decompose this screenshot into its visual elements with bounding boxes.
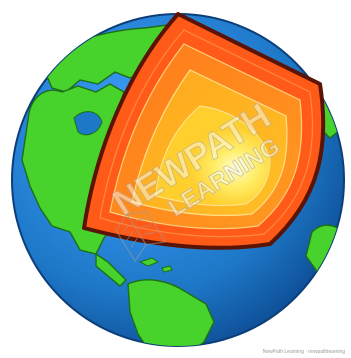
hudson-bay [73,111,103,136]
continent-south-america [127,279,215,346]
watermark-logo [115,210,167,263]
credit-text: NewPath Learning · newpathlearning [262,349,345,355]
continent-central-america [95,252,127,287]
continent-europe-africa [305,224,344,297]
crust-inner-edge [99,29,314,238]
caribbean-islands [138,257,173,273]
layer-inner-core [155,105,271,207]
